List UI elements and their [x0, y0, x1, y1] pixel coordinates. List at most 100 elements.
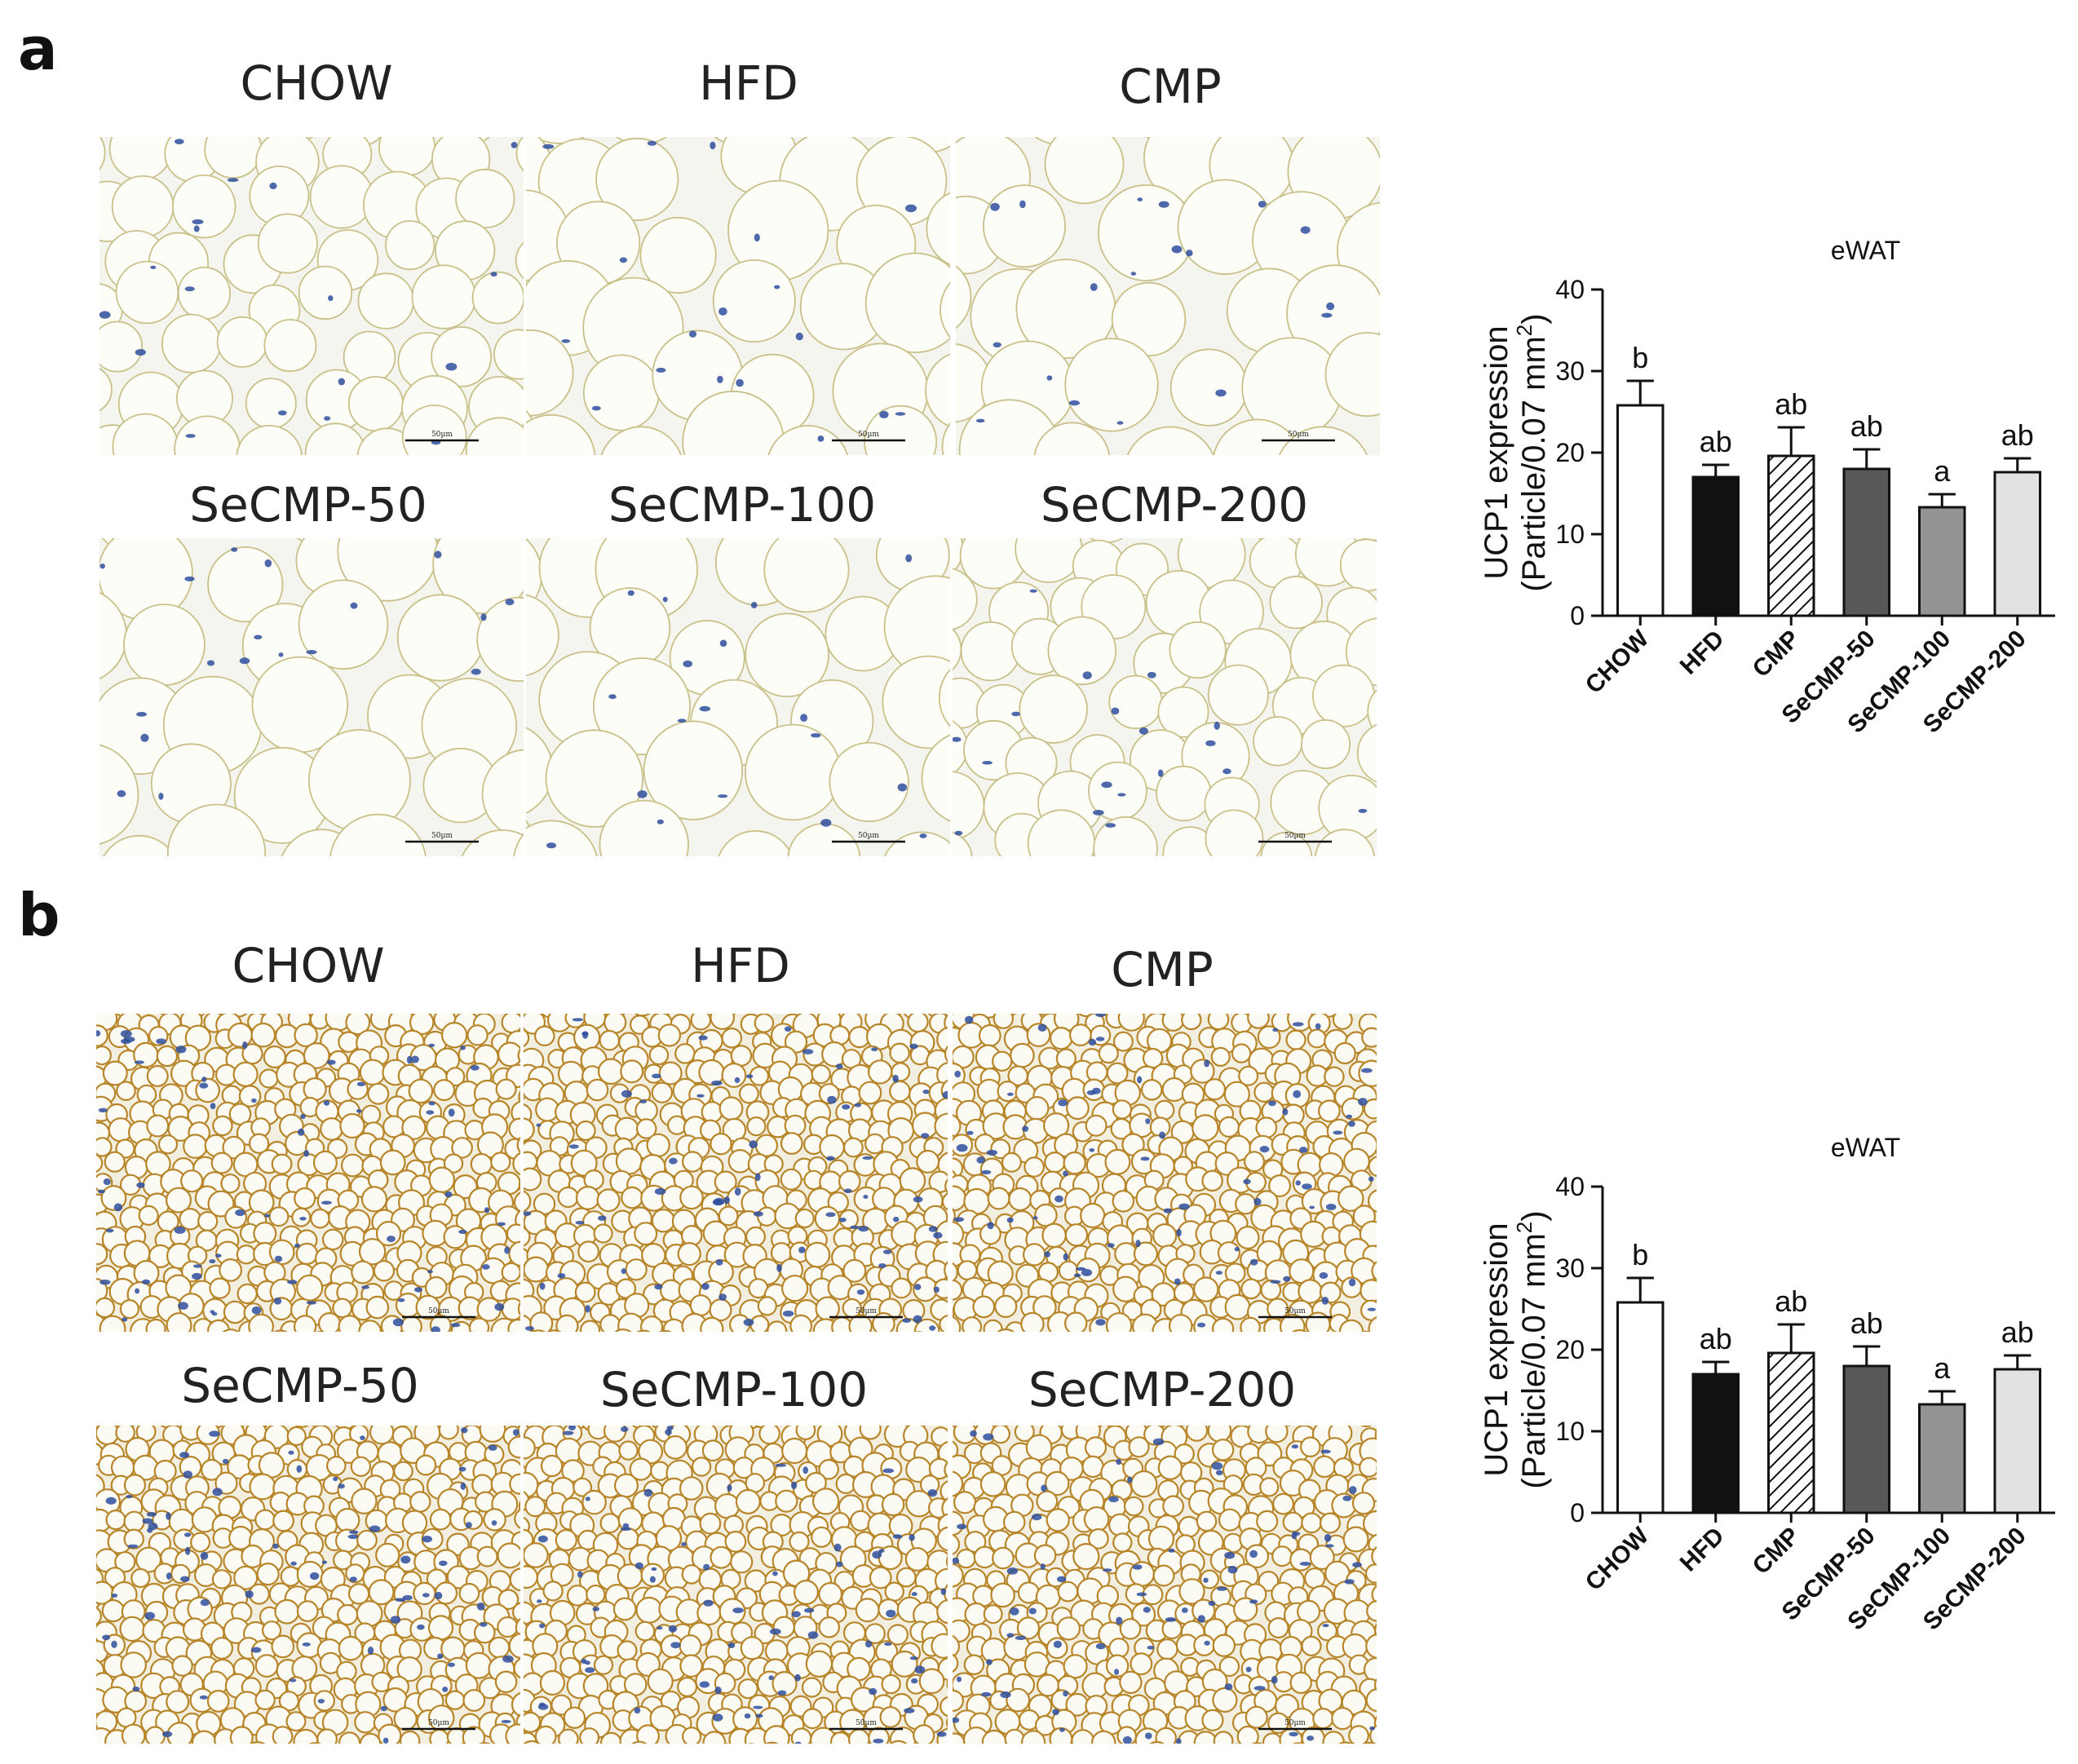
adipocyte — [1083, 1506, 1110, 1532]
adipocyte — [775, 1489, 798, 1513]
adipocyte — [882, 655, 950, 749]
adipocyte — [847, 1728, 870, 1744]
nucleus — [914, 1284, 922, 1290]
adipocyte — [220, 1174, 241, 1194]
adipocyte — [1057, 1581, 1079, 1603]
nucleus — [269, 182, 277, 190]
nucleus — [199, 1695, 208, 1700]
adipocyte — [1081, 1455, 1104, 1479]
nucleus — [743, 1318, 754, 1326]
nucleus — [321, 1560, 327, 1564]
adipocyte — [1245, 1705, 1268, 1729]
adipocyte — [599, 799, 689, 856]
adipocyte — [993, 1014, 1014, 1029]
image-label: SeCMP-50 — [181, 1358, 419, 1413]
adipocyte — [1285, 1029, 1306, 1050]
nucleus — [981, 1691, 992, 1697]
nucleus — [460, 1482, 466, 1490]
nucleus — [321, 1200, 332, 1205]
adipocyte — [524, 1028, 530, 1048]
nucleus — [1176, 1228, 1182, 1237]
adipocyte — [393, 1461, 413, 1482]
adipocyte — [1056, 1616, 1081, 1641]
adipocyte — [1299, 1436, 1321, 1458]
adipocyte — [657, 1023, 682, 1047]
adipocyte — [497, 1542, 520, 1569]
nucleus — [264, 559, 272, 568]
nucleus — [1147, 1646, 1155, 1650]
adipocyte — [272, 1510, 295, 1532]
adipocyte — [940, 281, 950, 338]
nucleus — [791, 1481, 798, 1489]
adipocyte — [1022, 1243, 1046, 1267]
nucleus — [175, 1046, 187, 1054]
adipocyte — [285, 1711, 307, 1732]
nucleus — [209, 1430, 220, 1437]
adipocyte — [332, 1298, 353, 1319]
adipocyte — [1304, 1567, 1326, 1589]
nucleus — [990, 202, 1000, 211]
adipocyte — [629, 1015, 650, 1035]
nucleus — [1181, 1607, 1188, 1613]
scale-bar-label: 50µm — [431, 832, 453, 840]
adipocyte — [811, 1526, 833, 1548]
adipocyte — [96, 1153, 104, 1173]
adipocyte — [936, 1062, 948, 1088]
adipocyte — [1258, 1570, 1280, 1592]
adipocyte — [1247, 1014, 1270, 1029]
nucleus — [392, 1318, 404, 1327]
nucleus — [1222, 768, 1231, 775]
adipocyte — [268, 1206, 290, 1227]
adipocyte — [1222, 1474, 1244, 1495]
nucleus — [983, 1433, 994, 1441]
adipocyte — [501, 1014, 520, 1034]
nucleus — [458, 1229, 467, 1234]
nucleus — [406, 1055, 413, 1064]
nucleus — [272, 1543, 279, 1549]
adipocyte — [236, 1245, 257, 1265]
nucleus — [665, 1429, 672, 1436]
nucleus — [798, 1246, 806, 1253]
adipocyte — [1065, 1096, 1090, 1121]
adipocyte — [1236, 1226, 1260, 1250]
adipocyte — [99, 137, 106, 171]
nucleus — [1015, 1635, 1027, 1640]
bar — [1616, 1301, 1665, 1514]
adipocyte — [635, 1118, 657, 1139]
nucleus — [643, 1488, 653, 1497]
adipocyte — [105, 1509, 126, 1531]
nucleus — [1342, 1495, 1352, 1501]
nucleus — [1145, 1118, 1151, 1125]
nucleus — [585, 1497, 590, 1501]
adipocyte — [1033, 1544, 1057, 1567]
adipocyte — [643, 720, 744, 820]
adipocyte — [931, 1633, 948, 1659]
nucleus — [677, 718, 687, 723]
significance-letter: ab — [1775, 1284, 1807, 1318]
nucleus — [1291, 1531, 1298, 1540]
adipocyte — [941, 1497, 948, 1519]
nucleus — [431, 1326, 440, 1332]
adipocyte — [702, 1731, 727, 1744]
adipocyte — [294, 1426, 310, 1428]
adipocyte — [1374, 1429, 1377, 1443]
adipocyte — [681, 1564, 702, 1585]
adipocyte — [1154, 1099, 1175, 1121]
nucleus — [1326, 302, 1335, 311]
nucleus — [1081, 1268, 1093, 1276]
adipocyte — [1272, 1492, 1294, 1515]
adipocyte — [921, 734, 950, 822]
nucleus — [817, 435, 825, 442]
adipocyte — [724, 1530, 747, 1553]
nucleus — [794, 1741, 802, 1744]
nucleus — [954, 1070, 961, 1078]
adipocyte — [1348, 1725, 1369, 1744]
adipocyte — [1024, 1095, 1050, 1121]
nucleus — [1346, 1114, 1353, 1119]
adipocyte — [1044, 1151, 1066, 1174]
adipocyte — [634, 1620, 656, 1642]
adipocyte — [1240, 1316, 1261, 1332]
adipocyte — [462, 1689, 486, 1712]
adipocyte — [236, 425, 303, 455]
x-tick-label: CHOW — [1581, 1522, 1655, 1596]
